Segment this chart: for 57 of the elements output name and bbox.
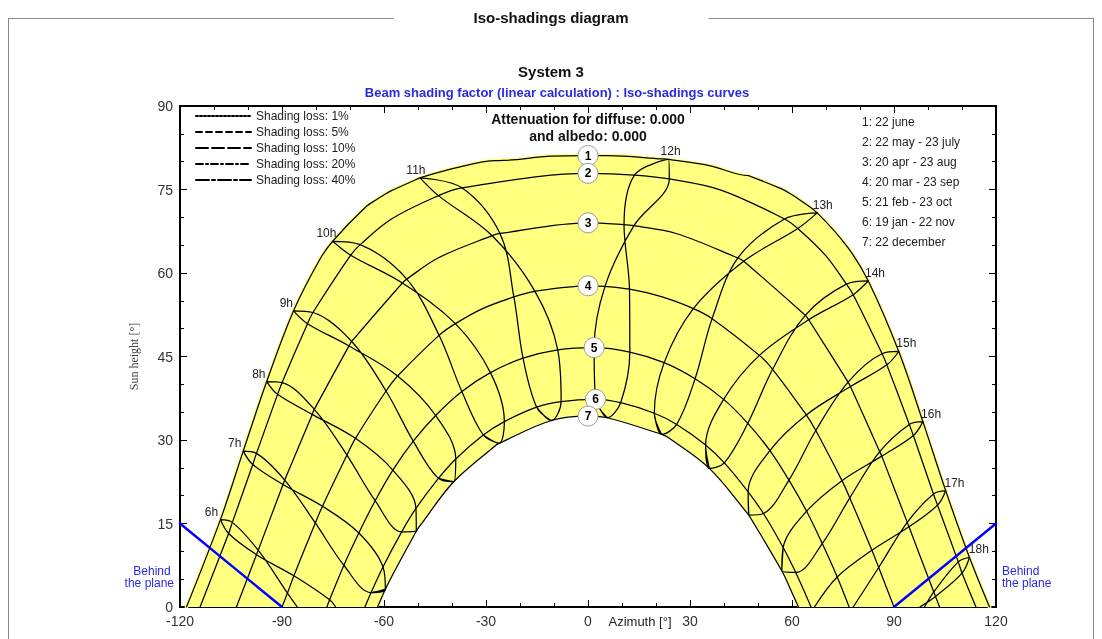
series-label: 3 (584, 215, 592, 230)
annotation: 1: 22 june (862, 115, 916, 129)
series-label: 9h (279, 295, 294, 310)
annotation: and albedo: 0.000 (529, 128, 647, 144)
x-tick-label: -30 (475, 613, 497, 629)
legend-label: Shading loss: 5% (256, 125, 350, 139)
text: Behind the plane (124, 564, 175, 590)
y-tick-label: 30 (157, 432, 174, 448)
x-axis-title: Azimuth [°] (608, 614, 672, 629)
series-label: 18h (968, 542, 989, 557)
y-tick-label: 0 (165, 599, 174, 615)
text: Beam shading factor (linear calculation) : Iso-shadings curves (364, 84, 750, 100)
y-tick-label: 90 (157, 98, 174, 114)
y-axis-title: Sun height [°] (127, 322, 141, 391)
series-label: 13h (812, 197, 833, 212)
x-tick-label: 0 (584, 613, 593, 629)
annotation: 3: 20 apr - 23 aug (862, 155, 957, 169)
annotation: 2: 22 may - 23 july (862, 135, 961, 149)
x-tick-label: -60 (373, 613, 395, 629)
series-label: 4 (584, 278, 592, 293)
x-tick-label: -90 (271, 613, 293, 629)
x-tick-label: 30 (682, 613, 698, 629)
legend-label: Shading loss: 40% (256, 173, 356, 187)
series-label: 1 (584, 148, 592, 163)
annotation: 4: 20 mar - 23 sep (862, 175, 960, 189)
x-tick-label: -120 (165, 613, 195, 629)
y-tick-label: 45 (157, 348, 174, 365)
x-tick-label: 60 (784, 613, 800, 629)
series-label: 2 (584, 166, 592, 181)
chart-subtitle: System 3 (518, 63, 584, 80)
series-label: 11h (406, 162, 426, 177)
series-label: 14h (865, 265, 886, 280)
y-tick-label: 15 (157, 515, 174, 532)
series-label: 8h (252, 366, 266, 381)
series-label: 17h (944, 475, 965, 490)
chart-title: Iso-shadings diagram (473, 9, 629, 26)
series-label: 16h (921, 406, 942, 421)
annotation: 7: 22 december (862, 235, 946, 249)
series-label: 7 (584, 409, 592, 424)
series-label: 10h (316, 226, 337, 241)
series-label: 12h (660, 144, 681, 159)
annotation: Attenuation for diffuse: 0.000 (491, 111, 686, 127)
annotation: 6: 19 jan - 22 nov (862, 215, 955, 229)
x-tick-label: 90 (886, 613, 902, 629)
y-tick-label: 60 (157, 265, 174, 281)
legend-label: Shading loss: 10% (256, 141, 356, 155)
annotation: 5: 21 feb - 23 oct (862, 195, 953, 209)
series-label: 6h (204, 504, 219, 519)
series-label: 15h (896, 336, 917, 351)
series-label: 6 (592, 392, 600, 407)
y-tick-label: 75 (157, 181, 174, 198)
series-label: 5 (590, 340, 598, 355)
text: Behind the plane (1002, 564, 1052, 590)
series-label: 7h (228, 436, 242, 451)
x-tick-label: 120 (984, 613, 1008, 629)
legend-label: Shading loss: 1% (256, 109, 350, 123)
legend-label: Shading loss: 20% (256, 157, 356, 171)
